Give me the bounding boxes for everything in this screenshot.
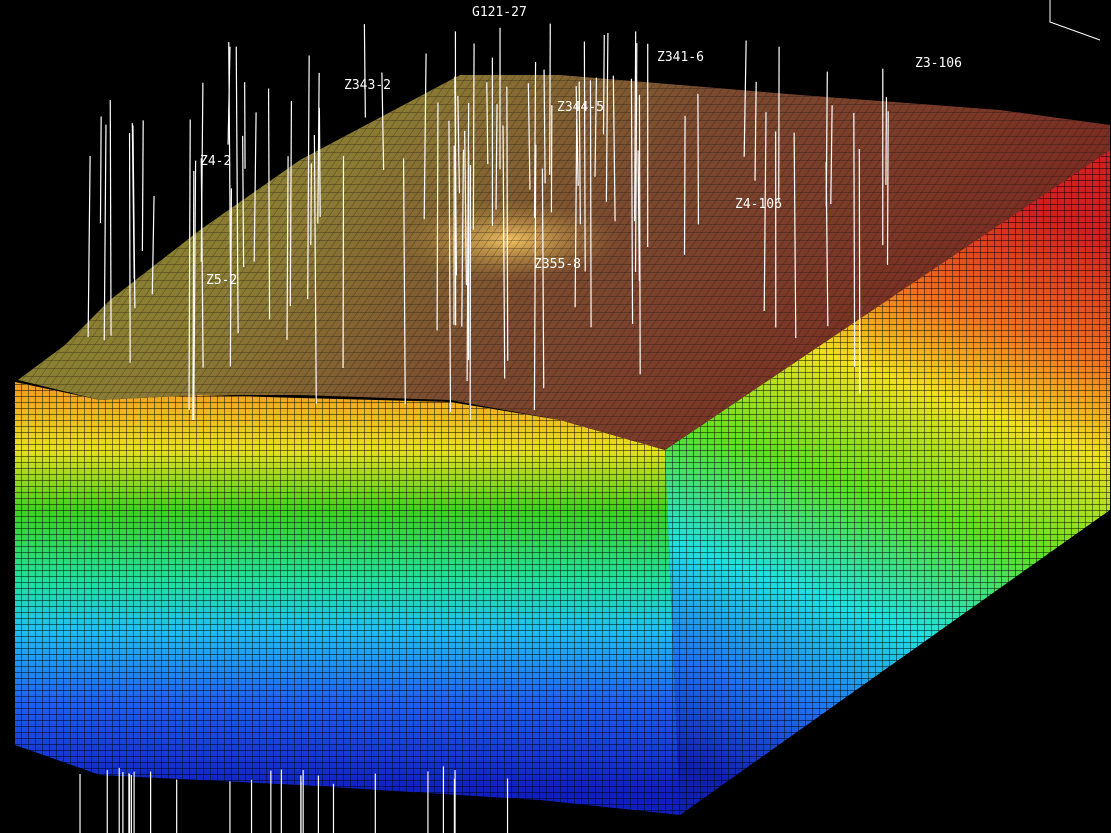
well-line xyxy=(793,132,797,339)
well-line xyxy=(141,120,144,252)
well-line xyxy=(457,95,460,194)
well-line xyxy=(743,40,747,157)
well-line xyxy=(200,158,204,368)
well-line xyxy=(602,34,605,135)
well-line xyxy=(763,112,767,312)
well-line xyxy=(128,132,131,363)
well-line xyxy=(193,160,197,421)
well-line xyxy=(634,31,637,222)
well-line xyxy=(830,105,833,204)
well-line xyxy=(317,72,320,224)
well-line xyxy=(192,170,195,421)
well-line xyxy=(464,130,467,286)
well-label: Z343-2 xyxy=(344,78,391,93)
well-label: Z344-5 xyxy=(557,100,604,115)
well-line xyxy=(87,156,91,337)
well-line xyxy=(578,81,581,225)
well-line xyxy=(637,150,640,282)
well-label: Z4-2 xyxy=(200,154,231,169)
well-line xyxy=(318,107,321,217)
well-line xyxy=(583,41,586,272)
well-line xyxy=(109,100,112,336)
well-line xyxy=(151,195,155,295)
well-line xyxy=(612,75,616,222)
axis-indicator xyxy=(1049,0,1101,41)
well-line xyxy=(541,168,545,389)
well-line xyxy=(99,116,102,224)
well-lines xyxy=(79,23,889,833)
well-line xyxy=(630,78,634,324)
well-line xyxy=(381,72,385,171)
well-line xyxy=(466,102,470,382)
well-line xyxy=(289,100,293,307)
well-line xyxy=(853,112,856,367)
well-label: Z341-6 xyxy=(657,50,704,65)
well-line xyxy=(495,104,498,210)
well-line xyxy=(188,119,191,410)
well-line xyxy=(533,61,537,218)
well-line xyxy=(825,71,828,207)
well-line xyxy=(594,77,598,177)
well-line xyxy=(605,32,609,202)
well-line xyxy=(402,158,406,405)
well-label: Z355-8 xyxy=(534,257,581,272)
well-line xyxy=(307,55,310,299)
well-label: Z4-106 xyxy=(735,197,782,212)
well-line xyxy=(436,102,439,331)
well-line xyxy=(574,119,578,308)
well-line xyxy=(242,135,245,268)
well-line xyxy=(313,134,317,404)
well-line xyxy=(697,93,700,225)
well-line xyxy=(502,125,506,379)
well-line xyxy=(506,86,509,361)
well-line xyxy=(533,144,537,411)
well-line xyxy=(589,80,592,328)
well-line xyxy=(103,124,107,341)
well-line xyxy=(310,163,312,246)
side-face xyxy=(665,150,1110,815)
well-label: G121-27 xyxy=(472,5,527,20)
well-line xyxy=(228,41,232,307)
well-line xyxy=(235,46,239,334)
well-line xyxy=(363,24,366,118)
well-labels: G121-27 Z341-6 Z3-106 Z343-2 Z344-5 Z4-2… xyxy=(200,5,962,288)
well-line xyxy=(423,53,427,220)
well-line xyxy=(253,112,257,262)
well-line xyxy=(472,43,475,230)
well-label: Z3-106 xyxy=(915,56,962,71)
well-line xyxy=(461,149,465,327)
well-line xyxy=(638,94,641,375)
well-line xyxy=(543,69,546,184)
well-label: Z5-2 xyxy=(206,273,237,288)
well-line xyxy=(131,123,135,280)
well-line xyxy=(634,43,638,273)
well-line xyxy=(886,111,889,265)
well-line xyxy=(683,115,686,255)
well-line xyxy=(286,156,289,340)
well-line xyxy=(549,23,551,175)
well-line xyxy=(267,88,271,320)
well-line xyxy=(527,83,531,190)
well-line xyxy=(858,149,861,394)
well-line xyxy=(754,81,757,181)
well-line xyxy=(448,120,452,412)
front-face xyxy=(15,382,680,815)
well-line xyxy=(486,82,489,165)
